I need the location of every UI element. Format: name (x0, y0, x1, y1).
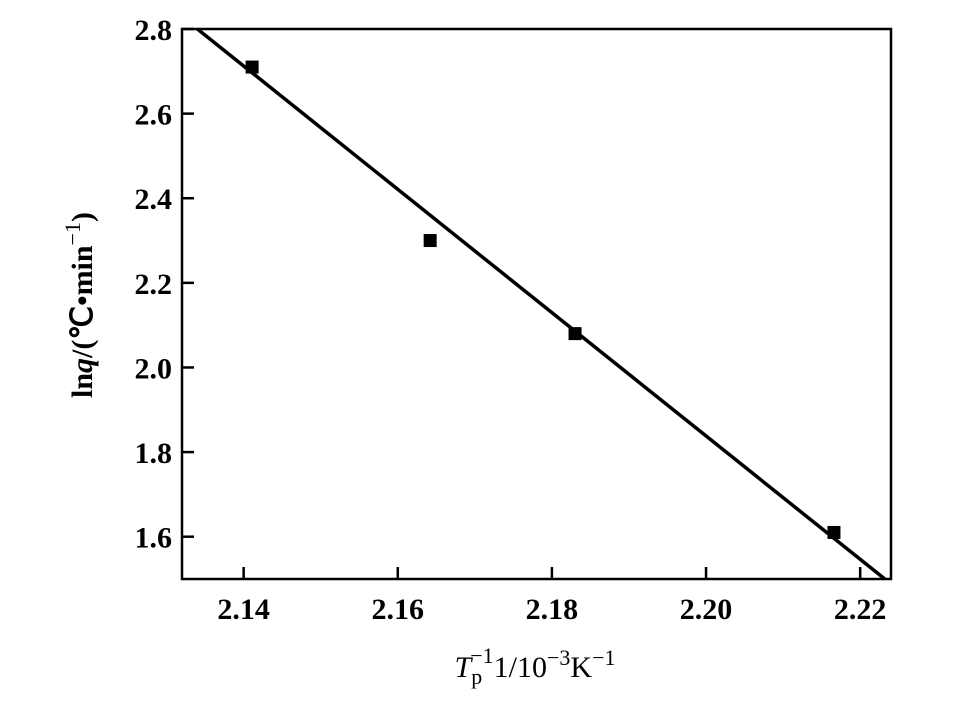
y-tick-label: 2.4 (135, 183, 173, 216)
data-point (827, 525, 841, 539)
y-tick-label: 2.6 (135, 99, 173, 132)
fit-line (196, 27, 886, 581)
x-tick-label: 2.20 (680, 593, 733, 626)
x-tick-label: 2.14 (217, 593, 270, 626)
y-axis-ticks: 1.6 1.8 2.0 2.2 2.4 2.6 2.8 (135, 14, 194, 555)
data-point (568, 327, 582, 341)
data-points (245, 60, 841, 539)
x-tick-label: 2.22 (834, 593, 887, 626)
plot-frame (180, 27, 893, 581)
x-axis-ticks: 2.14 2.16 2.18 2.20 2.22 (217, 567, 886, 626)
data-point (423, 234, 437, 248)
x-tick-label: 2.18 (526, 593, 579, 626)
x-tick-label: 2.16 (372, 593, 425, 626)
y-tick-label: 2.0 (135, 352, 173, 385)
y-tick-label: 2.8 (135, 14, 173, 47)
data-point (245, 60, 259, 74)
y-tick-label: 1.8 (135, 437, 173, 470)
y-tick-label: 1.6 (135, 522, 173, 555)
y-tick-label: 2.2 (135, 268, 173, 301)
y-axis-label: lnq/(℃•min−1) (60, 212, 99, 398)
x-axis-label: Tp−11/10−3K−1 (455, 643, 616, 689)
